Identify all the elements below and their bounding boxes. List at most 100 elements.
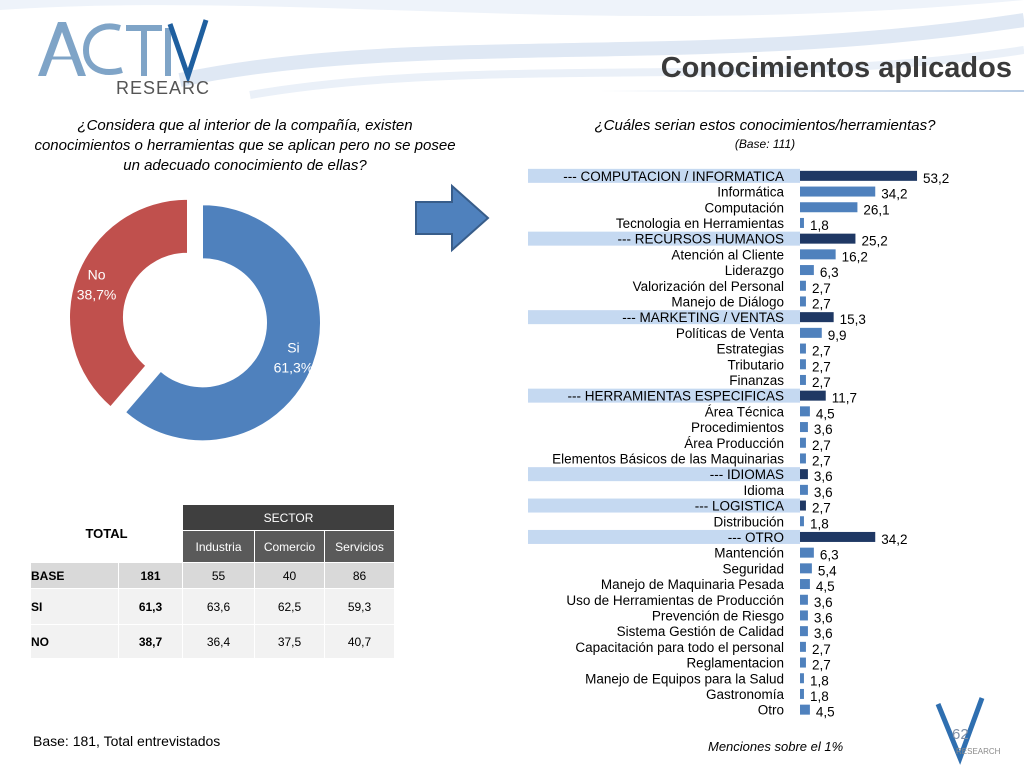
bar: [800, 217, 804, 228]
title-underline: [600, 90, 1024, 92]
bar: [800, 359, 806, 370]
bar-value-label: 2,7: [812, 281, 831, 296]
bar-category-band: [528, 498, 800, 513]
table-row-base: BASE 181 55 40 86: [30, 562, 395, 589]
table-row-no: NO 38,7 36,4 37,5 40,7: [30, 624, 395, 659]
bar-value-label: 11,7: [832, 391, 857, 406]
bar-label: Políticas de Venta: [676, 326, 785, 341]
donut-label-si-value: 61,3%: [274, 359, 314, 375]
bar-value-label: 2,7: [812, 296, 831, 311]
bar-label: Liderazgo: [725, 263, 784, 278]
bar-value-label: 2,7: [812, 344, 831, 359]
bar-label: Atención al Cliente: [671, 247, 784, 262]
bar: [800, 280, 806, 291]
bar: [800, 704, 810, 715]
bar: [800, 641, 806, 652]
bar-label: Capacitación para todo el personal: [575, 640, 784, 655]
bar-category-band: [528, 310, 800, 325]
bar-value-label: 4,5: [816, 705, 835, 720]
bar-value-label: 3,6: [814, 422, 833, 437]
table-row-label: NO: [30, 624, 119, 659]
right-question: ¿Cuáles serian estos conocimientos/herra…: [594, 117, 936, 134]
bar: [800, 233, 856, 244]
right-question-base: (Base: 111): [734, 137, 796, 151]
bar-value-label: 53,2: [923, 171, 949, 186]
bar: [800, 563, 812, 574]
bar: [800, 594, 808, 605]
table-cell: 40: [254, 562, 325, 589]
bar-label: Mantención: [714, 546, 784, 561]
bar-value-label: 3,6: [814, 485, 833, 500]
bar: [800, 657, 806, 668]
bar-value-label: 4,5: [816, 406, 835, 421]
bar-label: Tecnologia en Herramientas: [616, 216, 784, 231]
bar-value-label: 2,7: [812, 501, 831, 516]
bar: [800, 296, 806, 307]
table-row-si: SI 61,3 63,6 62,5 59,3: [30, 588, 395, 625]
bar-value-label: 4,5: [816, 579, 835, 594]
bar-label: Otro: [758, 703, 784, 718]
left-question: ¿Considera que al interior de la compañí…: [34, 117, 456, 174]
footnote-menciones: Menciones sobre el 1%: [708, 739, 844, 754]
donut-slice-si: [124, 204, 321, 442]
bar: [800, 516, 804, 527]
table-row-label: BASE: [30, 562, 119, 589]
bar-label: Sistema Gestión de Calidad: [617, 624, 784, 639]
bar: [800, 249, 836, 260]
bar: [800, 343, 806, 354]
bar: [800, 374, 806, 385]
bar-label: Reglamentacion: [686, 656, 784, 671]
mini-logo: RESEARCH: [935, 697, 1000, 765]
bar-label: Área Producción: [684, 436, 784, 451]
table-cell: 59,3: [324, 588, 395, 625]
slide-title: Conocimientos aplicados: [660, 52, 1012, 84]
bar-label: Valorización del Personal: [633, 279, 784, 294]
bar-label: Informática: [717, 185, 784, 200]
bar-value-label: 5,4: [818, 563, 837, 578]
bar-label: Finanzas: [729, 373, 784, 388]
bar-label: Distribución: [713, 514, 784, 529]
donut-label-si-name: Si: [287, 339, 299, 355]
bar: [800, 312, 834, 323]
bar-label: Idioma: [743, 483, 784, 498]
bar-value-label: 15,3: [840, 312, 866, 327]
table-cell-total: 181: [118, 562, 183, 589]
bar-label: Prevención de Riesgo: [652, 608, 784, 623]
bar-label: --- MARKETING / VENTAS: [622, 310, 784, 325]
table-col-servicios: Servicios: [324, 530, 395, 563]
bar-value-label: 6,3: [820, 265, 839, 280]
bar-value-label: 9,9: [828, 328, 847, 343]
bar: [800, 437, 806, 448]
bar-label: Manejo de Diálogo: [671, 294, 784, 309]
bar: [800, 688, 804, 699]
bar-label: Tributario: [727, 357, 784, 372]
bar-value-label: 3,6: [814, 595, 833, 610]
table-col-comercio: Comercio: [254, 530, 325, 563]
bar: [800, 626, 808, 637]
table-cell: 36,4: [182, 624, 255, 659]
footnote-base: Base: 181, Total entrevistados: [33, 733, 221, 749]
bar-label: Manejo de Equipos para la Salud: [585, 671, 784, 686]
bar-value-label: 2,7: [812, 453, 831, 468]
donut-slice-no: [69, 198, 188, 408]
bar: [800, 202, 858, 213]
table-cell: 63,6: [182, 588, 255, 625]
bar-label: Manejo de Maquinaria Pesada: [601, 577, 785, 592]
bar-label: Área Técnica: [705, 404, 785, 419]
bar-value-label: 16,2: [842, 249, 868, 264]
bar-value-label: 1,8: [810, 516, 829, 531]
mini-logo-text: RESEARCH: [956, 747, 1000, 756]
bar-category-band: [528, 529, 800, 544]
activa-logo: RESEARCH: [38, 19, 210, 98]
table-cell-total: 38,7: [118, 624, 183, 659]
bar: [800, 422, 808, 433]
table-cell: 62,5: [254, 588, 325, 625]
bar: [800, 406, 810, 417]
table-row-label: SI: [30, 588, 119, 625]
table-cell: 86: [324, 562, 395, 589]
bar-value-label: 2,7: [812, 438, 831, 453]
bar-label: Computación: [704, 200, 784, 215]
bar: [800, 500, 806, 511]
bar: [800, 453, 806, 464]
bar-label: Estrategias: [716, 342, 784, 357]
